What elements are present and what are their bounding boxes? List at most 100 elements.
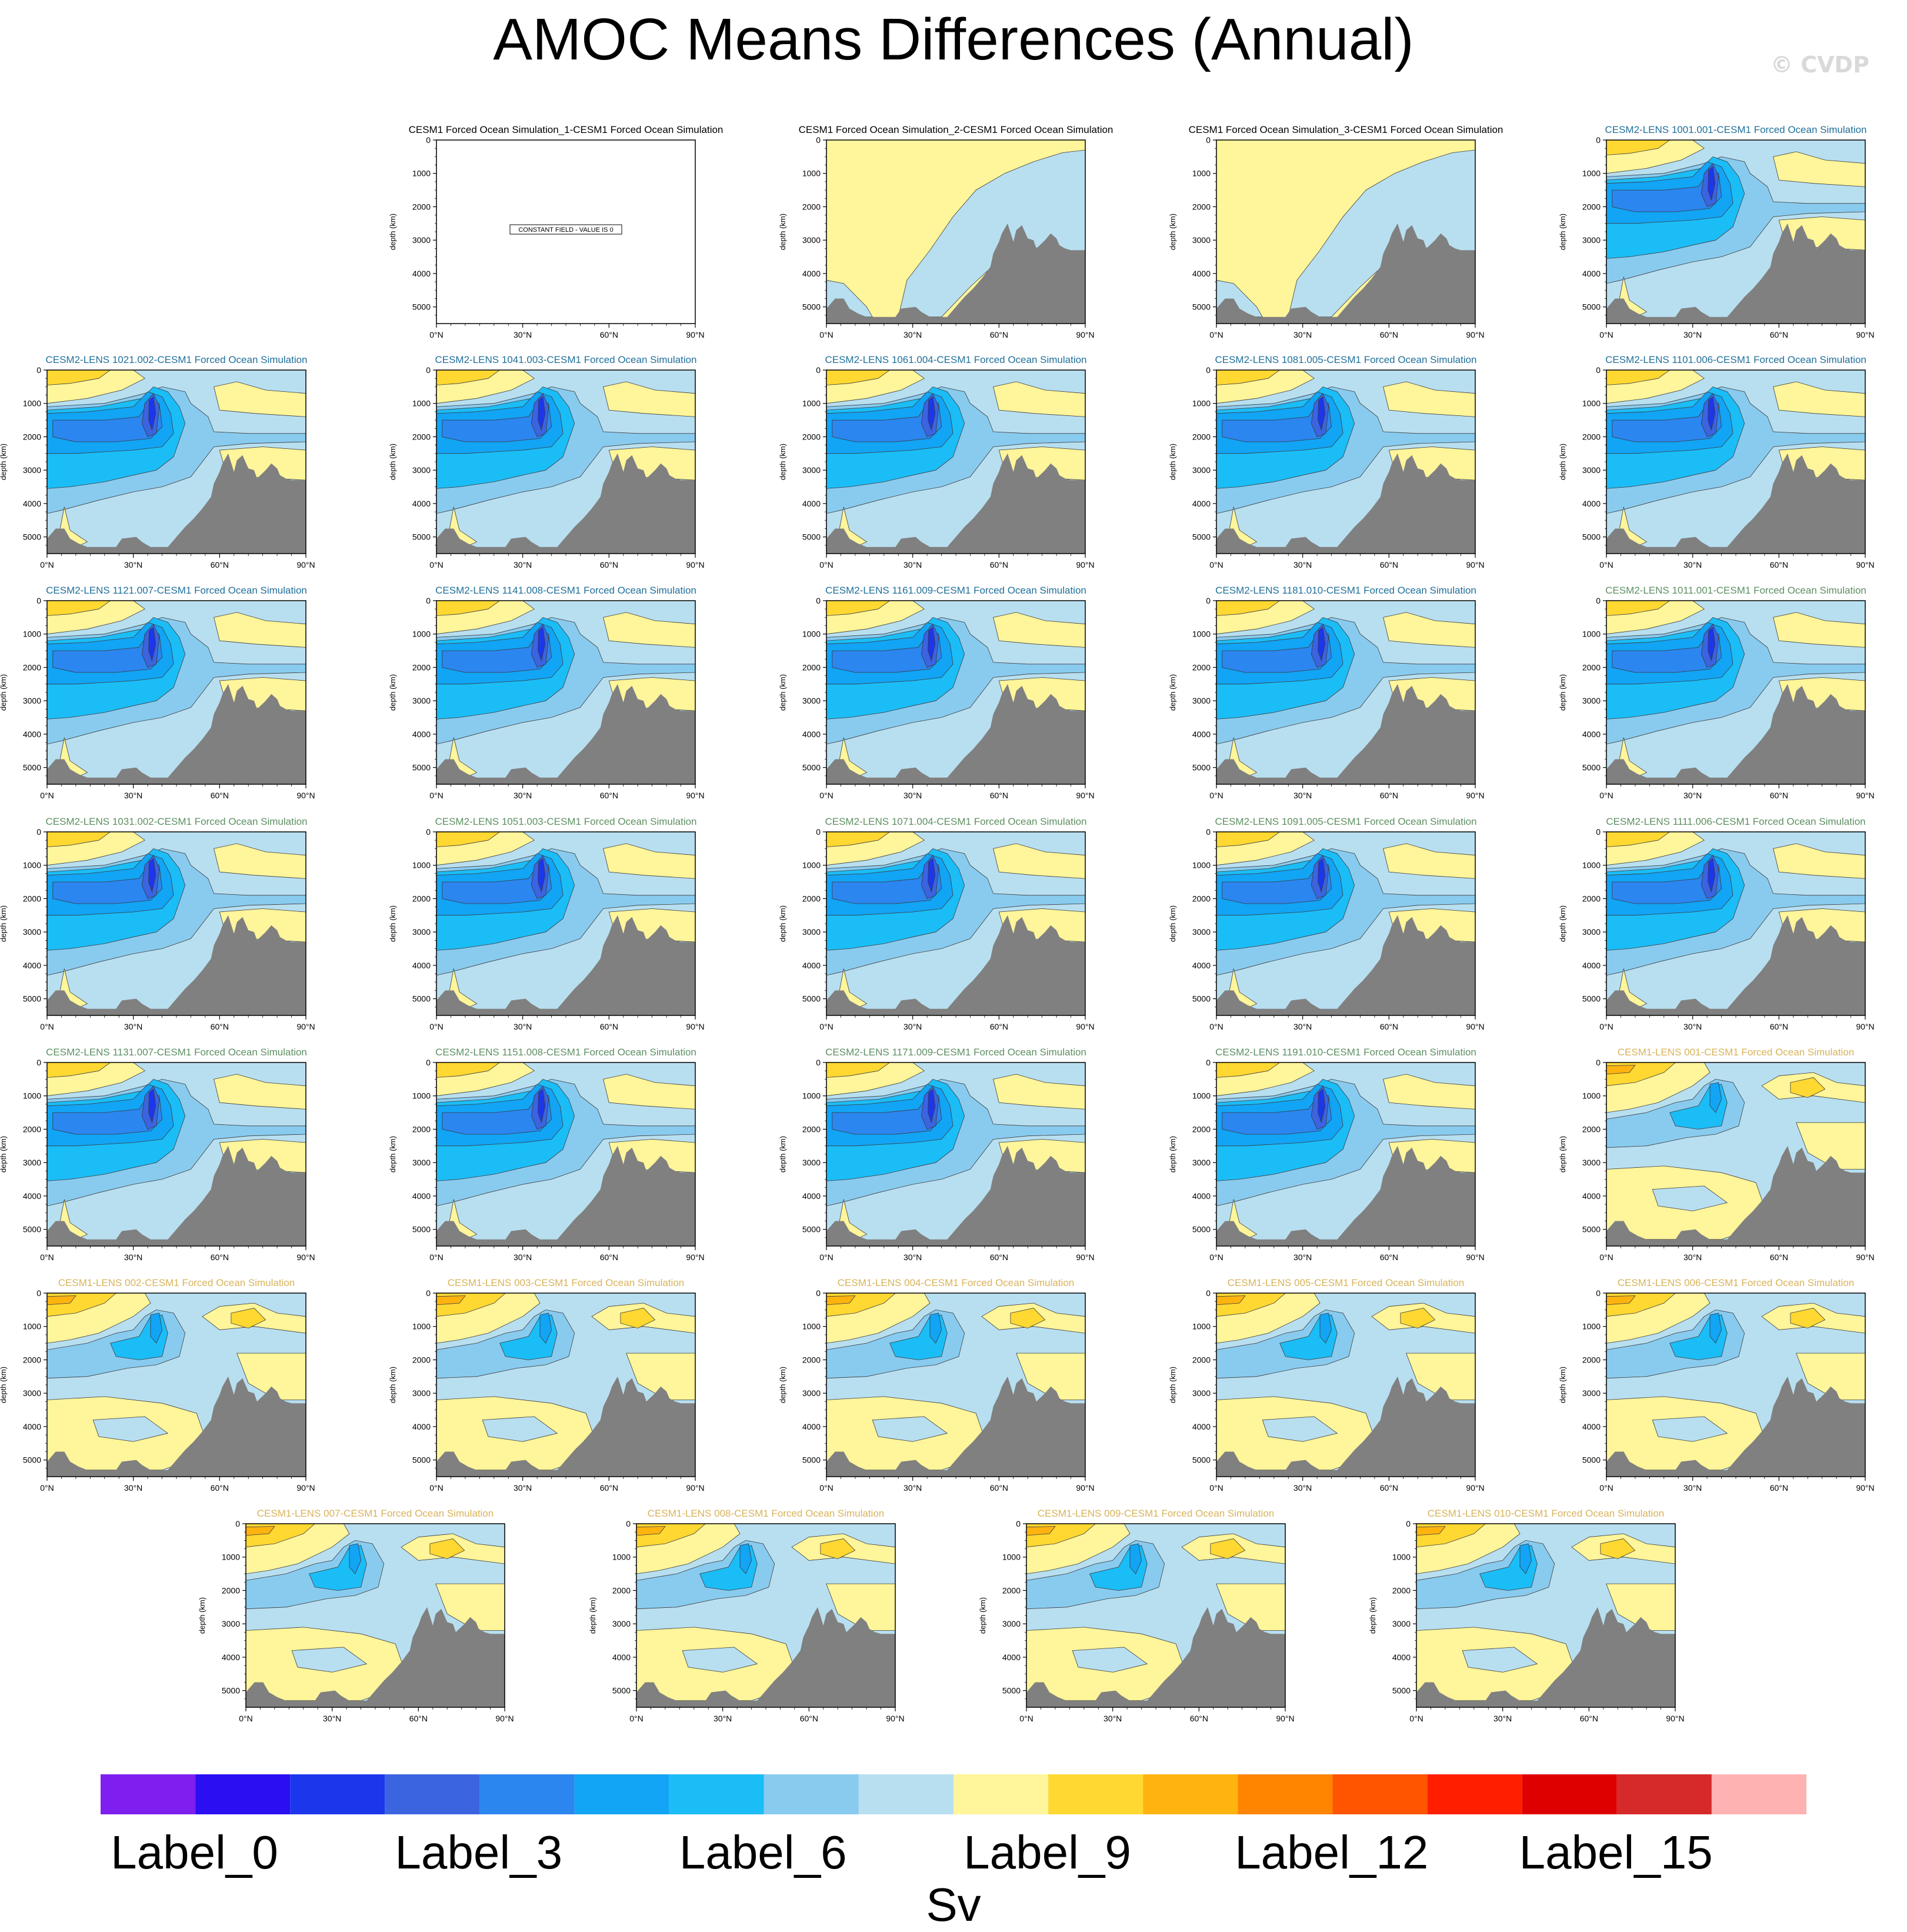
y-axis-label: depth (km) (978, 1597, 987, 1634)
contour-band (435, 1583, 505, 1631)
y-tick-label: 5000 (1192, 763, 1211, 772)
y-tick-label: 4000 (802, 499, 821, 508)
y-tick-label: 5000 (412, 763, 431, 772)
y-axis-label: depth (km) (778, 905, 787, 942)
x-tick-label: 60°N (600, 1483, 618, 1493)
y-tick-label: 0 (36, 596, 41, 605)
y-axis-label: depth (km) (1558, 444, 1567, 480)
y-tick-label: 2000 (412, 202, 431, 211)
panel-title: CESM2-LENS 1161.009-CESM1 Forced Ocean S… (825, 585, 1086, 596)
panel-title: CESM1-LENS 006-CESM1 Forced Ocean Simula… (1618, 1277, 1855, 1288)
x-tick-label: 90°N (1856, 560, 1874, 569)
panel-title: CESM2-LENS 1091.005-CESM1 Forced Ocean S… (1215, 816, 1476, 827)
x-tick-label: 60°N (1770, 1483, 1788, 1493)
y-tick-label: 0 (1596, 135, 1601, 145)
y-tick-label: 0 (426, 596, 431, 605)
panel-title: CESM1 Forced Ocean Simulation_3-CESM1 Fo… (1189, 124, 1503, 135)
contour-band (826, 1583, 895, 1631)
x-tick-label: 30°N (124, 791, 142, 800)
x-tick-label: 60°N (600, 330, 618, 339)
panel: CESM1-LENS 007-CESM1 Forced Ocean Simula… (198, 1508, 514, 1723)
x-tick-label: 30°N (514, 330, 532, 339)
y-tick-label: 4000 (1582, 730, 1601, 739)
x-tick-label: 0°N (1209, 1253, 1223, 1262)
y-axis-label: depth (km) (0, 674, 8, 711)
x-tick-label: 30°N (124, 1022, 142, 1031)
contour-band (626, 1353, 695, 1400)
x-tick-label: 0°N (40, 1253, 54, 1262)
colorbar-swatch (195, 1774, 291, 1814)
x-tick-label: 30°N (1683, 330, 1702, 339)
topography (436, 453, 695, 554)
y-tick-label: 3000 (23, 465, 41, 475)
x-tick-label: 90°N (296, 1483, 315, 1493)
topography (246, 1607, 505, 1707)
panel-title: CESM2-LENS 1031.002-CESM1 Forced Ocean S… (45, 816, 307, 827)
y-tick-label: 1000 (1192, 399, 1211, 408)
x-tick-label: 60°N (990, 560, 1008, 569)
y-tick-label: 4000 (1582, 499, 1601, 508)
y-tick-label: 5000 (412, 1455, 431, 1465)
y-tick-label: 3000 (412, 1388, 431, 1398)
x-tick-label: 30°N (1683, 1022, 1702, 1031)
y-tick-label: 0 (816, 135, 821, 145)
x-tick-label: 60°N (990, 330, 1008, 339)
y-tick-label: 2000 (1192, 894, 1211, 903)
contour-field (1216, 1293, 1475, 1477)
panel: CESM2-LENS 1191.010-CESM1 Forced Ocean S… (1168, 1047, 1485, 1262)
y-tick-label: 3000 (1192, 1158, 1211, 1167)
topography (1216, 915, 1475, 1015)
contour-field (1606, 832, 1865, 1015)
contour-band (1406, 1353, 1475, 1400)
x-tick-label: 90°N (296, 791, 315, 800)
contour-band (429, 1538, 465, 1560)
contour-band (47, 832, 111, 847)
x-tick-label: 0°N (1209, 1022, 1223, 1031)
panel: CESM1-LENS 002-CESM1 Forced Ocean Simula… (0, 1277, 315, 1493)
contour-band (1383, 381, 1475, 417)
y-tick-label: 1000 (412, 169, 431, 178)
y-tick-label: 2000 (1192, 432, 1211, 441)
y-tick-label: 5000 (1582, 763, 1601, 772)
topography (47, 1376, 306, 1477)
contour-band (929, 1313, 942, 1344)
contour-band (442, 861, 552, 904)
y-tick-label: 5000 (222, 1686, 240, 1696)
x-tick-label: 60°N (1190, 1714, 1208, 1723)
y-tick-label: 4000 (1192, 1422, 1211, 1431)
contour-band (52, 861, 163, 904)
contour-field (826, 832, 1085, 1015)
x-tick-label: 90°N (1076, 1483, 1094, 1493)
contour-field (1606, 1293, 1865, 1477)
topography (1216, 1145, 1475, 1246)
contour-band (436, 370, 501, 385)
y-tick-label: 0 (426, 1288, 431, 1298)
contour-band (1318, 396, 1326, 431)
contour-band (739, 1543, 752, 1574)
colorbar-swatch (1332, 1774, 1428, 1814)
y-tick-label: 0 (426, 365, 431, 375)
x-tick-label: 0°N (1599, 560, 1613, 569)
panel: CESM1 Forced Ocean Simulation_2-CESM1 Fo… (778, 124, 1113, 339)
x-tick-label: 0°N (819, 330, 834, 339)
y-tick-label: 0 (1596, 827, 1601, 837)
x-tick-label: 0°N (1209, 1483, 1223, 1493)
panel-title: CESM2-LENS 1001.001-CESM1 Forced Ocean S… (1605, 124, 1866, 135)
y-tick-label: 5000 (1192, 1455, 1211, 1465)
contour-band (442, 399, 552, 442)
y-tick-label: 4000 (1582, 1422, 1601, 1431)
contour-band (538, 858, 546, 893)
contour-band (826, 1295, 856, 1305)
contour-band (1612, 399, 1722, 442)
y-tick-label: 4000 (802, 269, 821, 278)
contour-field (47, 601, 306, 784)
x-tick-label: 0°N (429, 330, 444, 339)
x-tick-label: 30°N (323, 1714, 341, 1723)
panel-grid: CESM1 Forced Ocean Simulation_1-CESM1 Fo… (0, 124, 1875, 1723)
contour-band (1016, 1353, 1085, 1400)
y-axis-label: depth (km) (1168, 1136, 1177, 1172)
contour-band (1790, 1308, 1826, 1329)
contour-band (148, 1088, 156, 1124)
x-tick-label: 60°N (1770, 1022, 1788, 1031)
panel: CESM2-LENS 1071.004-CESM1 Forced Ocean S… (778, 816, 1095, 1031)
